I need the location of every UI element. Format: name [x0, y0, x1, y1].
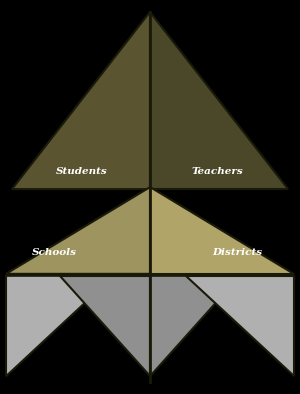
Text: Teachers: Teachers: [192, 167, 244, 176]
Text: Districts: Districts: [212, 248, 262, 256]
Polygon shape: [60, 276, 150, 376]
Polygon shape: [150, 276, 240, 376]
Polygon shape: [150, 12, 288, 189]
Polygon shape: [6, 276, 114, 376]
Polygon shape: [150, 187, 294, 274]
Polygon shape: [6, 187, 150, 274]
Text: Schools: Schools: [32, 248, 76, 256]
Text: Students: Students: [56, 167, 108, 176]
Polygon shape: [12, 12, 150, 189]
Polygon shape: [186, 276, 294, 376]
